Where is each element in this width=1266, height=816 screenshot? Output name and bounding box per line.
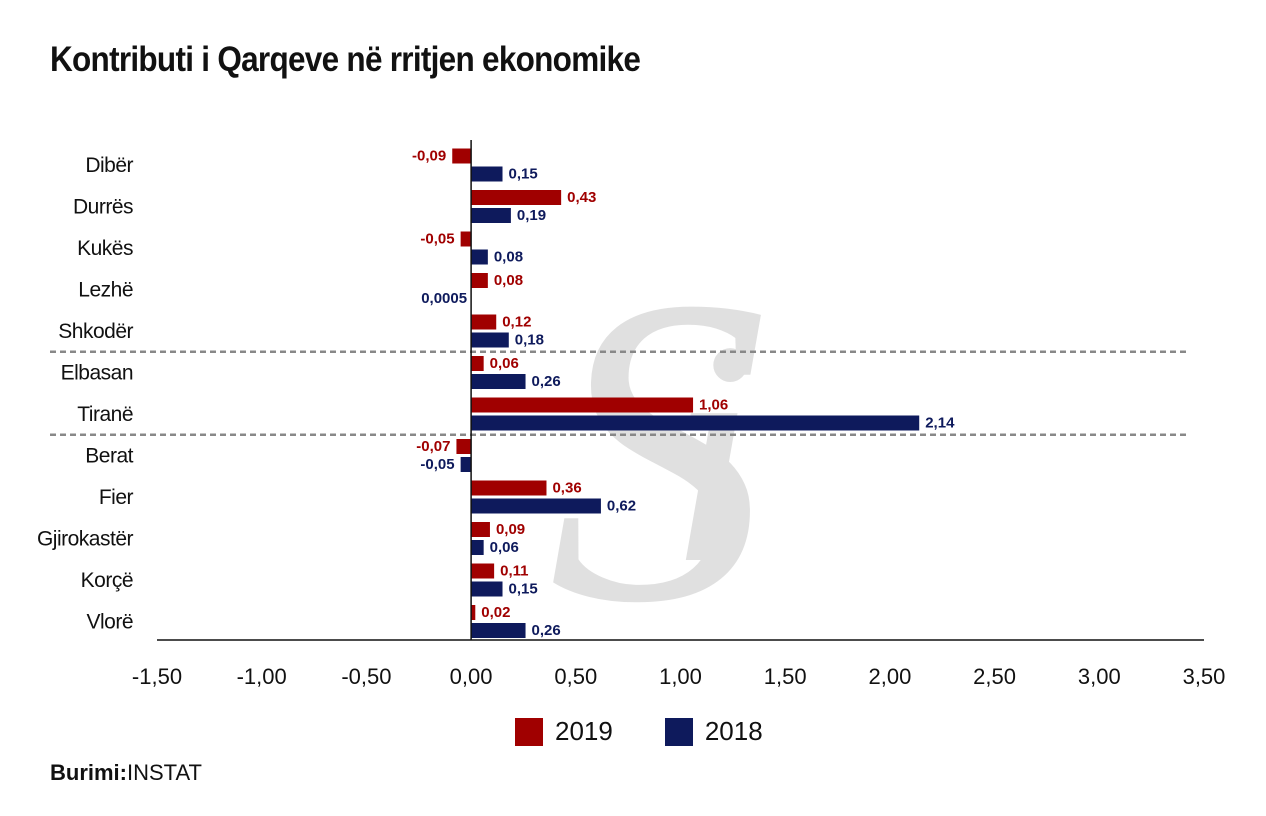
bar-2019-diber: [452, 148, 472, 164]
bar-2019-kukes: [460, 231, 472, 247]
category-label-vlore: Vlorë: [86, 611, 133, 634]
watermark-logo: S i: [548, 207, 768, 694]
value-label-2018-lezhe: 0,0005: [421, 290, 467, 307]
value-label-2018-vlore: 0,26: [532, 622, 561, 639]
value-label-2019-korce: 0,11: [500, 563, 528, 580]
value-label-2018-fier: 0,62: [607, 498, 636, 515]
chart-title: Kontributi i Qarqeve në rritjen ekonomik…: [50, 40, 641, 79]
value-label-2019-gjirokaster: 0,09: [496, 521, 525, 538]
legend-label-2018: 2018: [704, 716, 763, 746]
x-tick-label: 0,00: [450, 664, 493, 689]
bar-2018-shkoder: [471, 332, 509, 348]
bars: [452, 148, 920, 638]
x-tick-label: 3,00: [1078, 664, 1121, 689]
value-label-2019-shkoder: 0,12: [502, 314, 531, 331]
category-label-lezhe: Lezhë: [78, 279, 133, 302]
bar-2018-gjirokaster: [471, 540, 484, 555]
category-labels: Dibër Durrës Kukës Lezhë Shkodër Elbasan Tiran…: [37, 154, 134, 634]
category-label-tirane: Tiranë: [77, 403, 133, 426]
legend-item-2019: 2019: [515, 716, 613, 747]
value-label-2018-berat: -0,05: [420, 456, 454, 473]
value-label-2018-tirane: 2,14: [925, 415, 955, 432]
x-tick-label: 2,50: [973, 664, 1016, 689]
value-label-2019-berat: -0,07: [416, 438, 450, 455]
category-label-shkoder: Shkodër: [58, 320, 133, 343]
value-label-2019-kukes: -0,05: [420, 231, 454, 248]
value-label-2019-fier: 0,36: [552, 480, 581, 497]
category-label-kukes: Kukës: [77, 237, 133, 260]
category-label-elbasan: Elbasan: [61, 362, 133, 385]
category-label-berat: Berat: [85, 445, 133, 468]
value-label-2018-diber: 0,15: [509, 166, 538, 183]
x-tick-label: 0,50: [554, 664, 597, 689]
bar-2018-tirane: [471, 415, 920, 431]
source-note: Burimi:INSTAT: [50, 760, 202, 786]
bar-2018-durres: [471, 208, 511, 223]
x-tick-label: 3,50: [1183, 664, 1226, 689]
category-label-gjirokaster: Gjirokastër: [37, 528, 134, 551]
value-label-2018-elbasan: 0,26: [532, 373, 561, 390]
bar-2019-shkoder: [471, 314, 497, 330]
value-label-2018-kukes: 0,08: [494, 249, 523, 266]
svg-text:i: i: [668, 276, 757, 630]
value-label-2018-durres: 0,19: [517, 207, 546, 224]
bar-2019-vlore: [471, 605, 476, 620]
x-tick-labels: -1,50 -1,00 -0,50 0,00 0,50 1,00 1,50 2,00 2,50 3…: [132, 664, 1225, 689]
bar-2019-korce: [471, 563, 495, 579]
source-label: Burimi:: [50, 760, 127, 785]
value-label-2019-diber: -0,09: [412, 148, 446, 165]
svg-text:S: S: [548, 207, 768, 694]
value-label-2019-elbasan: 0,06: [490, 355, 519, 372]
category-label-korce: Korçë: [81, 569, 133, 592]
x-tick-label: -1,50: [132, 664, 182, 689]
bar-2019-lezhe: [471, 273, 488, 288]
value-label-2019-vlore: 0,02: [481, 604, 510, 621]
x-tick-label: 1,50: [764, 664, 807, 689]
bar-2019-gjirokaster: [471, 522, 490, 537]
bar-2018-berat: [460, 457, 472, 472]
x-tick-label: 1,00: [659, 664, 702, 689]
x-tick-label: -0,50: [341, 664, 391, 689]
bar-2018-kukes: [471, 249, 488, 265]
x-tick-label: 2,00: [868, 664, 911, 689]
bar-2019-durres: [471, 190, 562, 205]
legend-swatch-2018: [664, 717, 693, 746]
axes: [157, 140, 1204, 641]
category-label-fier: Fier: [99, 486, 134, 509]
legend: 2019 2018: [515, 716, 815, 747]
legend-label-2019: 2019: [555, 716, 613, 746]
value-label-2018-gjirokaster: 0,06: [490, 539, 519, 556]
value-labels: -0,09 0,15 0,43 0,19 -0,05 0,08 0,08 0,0005 0,12…: [412, 148, 955, 640]
bar-2018-diber: [471, 166, 503, 182]
bar-2019-fier: [471, 480, 547, 496]
bar-2018-vlore: [471, 623, 526, 638]
bar-2018-korce: [471, 581, 503, 597]
bar-2019-berat: [456, 439, 472, 454]
value-label-2019-tirane: 1,06: [699, 397, 728, 414]
value-label-2018-shkoder: 0,18: [515, 332, 544, 349]
source-value: INSTAT: [127, 760, 202, 785]
bar-2019-tirane: [471, 397, 694, 413]
bar-2018-elbasan: [471, 374, 526, 389]
value-label-2019-lezhe: 0,08: [494, 272, 523, 289]
legend-swatch-2019: [515, 717, 543, 746]
value-label-2019-durres: 0,43: [567, 189, 596, 206]
category-label-durres: Durrës: [73, 196, 133, 219]
bar-2018-fier: [471, 498, 601, 514]
legend-item-2018: 2018: [664, 716, 763, 747]
category-label-diber: Dibër: [85, 154, 133, 177]
x-tick-label: -1,00: [237, 664, 287, 689]
bar-2019-elbasan: [471, 356, 484, 371]
value-label-2018-korce: 0,15: [509, 581, 538, 598]
